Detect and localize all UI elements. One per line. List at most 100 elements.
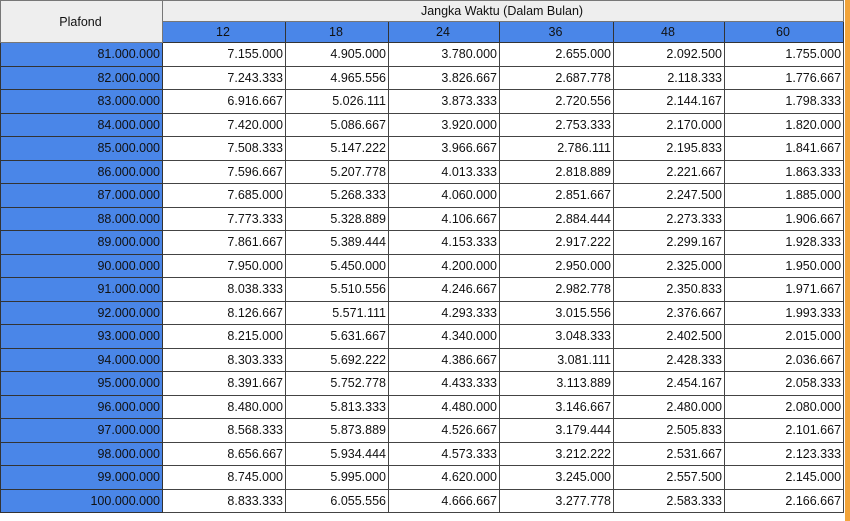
installment-cell: 2.015.000 [723, 324, 845, 349]
installment-cell: 4.620.000 [388, 465, 500, 490]
installment-cell: 8.745.000 [162, 465, 286, 490]
table-row: 98.000.000 8.656.667 5.934.444 4.573.333 3.2… [0, 441, 845, 466]
installment-cell: 3.146.667 [499, 394, 614, 419]
installment-cell: 2.058.333 [723, 371, 845, 396]
installment-cell: 3.966.667 [388, 136, 500, 161]
installment-cell: 2.818.889 [499, 159, 614, 184]
installment-cell: 5.147.222 [285, 136, 389, 161]
installment-cell: 3.081.111 [499, 347, 614, 372]
installment-cell: 7.508.333 [162, 136, 286, 161]
installment-cell: 2.123.333 [723, 441, 845, 466]
term-header-60: 60 [723, 21, 845, 43]
plafond-cell: 84.000.000 [0, 112, 163, 137]
installment-cell: 7.861.667 [162, 230, 286, 255]
installment-cell: 4.573.333 [388, 441, 500, 466]
table-row: 83.000.000 6.916.667 5.026.111 3.873.333 2.7… [0, 89, 845, 114]
plafond-cell: 97.000.000 [0, 418, 163, 443]
installment-cell: 2.917.222 [499, 230, 614, 255]
installment-cell: 2.655.000 [499, 42, 614, 67]
installment-cell: 8.038.333 [162, 277, 286, 302]
installment-cell: 2.786.111 [499, 136, 614, 161]
table-row: 81.000.000 7.155.000 4.905.000 3.780.000 2.6… [0, 42, 845, 67]
installment-cell: 2.080.000 [723, 394, 845, 419]
term-header-12: 12 [162, 21, 286, 43]
installment-cell: 5.086.667 [285, 112, 389, 137]
installment-cell: 7.685.000 [162, 183, 286, 208]
installment-cell: 3.015.556 [499, 300, 614, 325]
installment-cell: 2.402.500 [613, 324, 725, 349]
plafond-header: Plafond [0, 0, 163, 43]
plafond-cell: 99.000.000 [0, 465, 163, 490]
installment-cell: 4.386.667 [388, 347, 500, 372]
table-row: 96.000.000 8.480.000 5.813.333 4.480.000 3.1… [0, 394, 845, 419]
installment-cell: 2.753.333 [499, 112, 614, 137]
table-row: 87.000.000 7.685.000 5.268.333 4.060.000 2.8… [0, 183, 845, 208]
installment-cell: 1.906.667 [723, 206, 845, 231]
plafond-cell: 94.000.000 [0, 347, 163, 372]
installment-cell: 2.092.500 [613, 42, 725, 67]
table-row: 89.000.000 7.861.667 5.389.444 4.153.333 2.9… [0, 230, 845, 255]
term-header-18: 18 [285, 21, 389, 43]
header-row-top: Plafond Jangka Waktu (Dalam Bulan) [0, 0, 845, 43]
plafond-cell: 92.000.000 [0, 300, 163, 325]
installment-cell: 1.755.000 [723, 42, 845, 67]
installment-cell: 3.780.000 [388, 42, 500, 67]
installment-cell: 7.420.000 [162, 112, 286, 137]
installment-cell: 8.391.667 [162, 371, 286, 396]
installment-cell: 7.596.667 [162, 159, 286, 184]
installment-cell: 4.200.000 [388, 253, 500, 278]
table-row: 82.000.000 7.243.333 4.965.556 3.826.667 2.6… [0, 65, 845, 90]
installment-cell: 2.480.000 [613, 394, 725, 419]
installment-cell: 4.340.000 [388, 324, 500, 349]
plafond-cell: 81.000.000 [0, 42, 163, 67]
installment-cell: 2.101.667 [723, 418, 845, 443]
installment-cell: 1.776.667 [723, 65, 845, 90]
installment-cell: 2.145.000 [723, 465, 845, 490]
installment-cell: 8.833.333 [162, 488, 286, 513]
installment-cell: 1.798.333 [723, 89, 845, 114]
installment-cell: 3.245.000 [499, 465, 614, 490]
plafond-cell: 91.000.000 [0, 277, 163, 302]
plafond-cell: 82.000.000 [0, 65, 163, 90]
installment-cell: 3.277.778 [499, 488, 614, 513]
jangka-waktu-header: Jangka Waktu (Dalam Bulan) [161, 0, 845, 22]
installment-cell: 4.666.667 [388, 488, 500, 513]
installment-cell: 4.060.000 [388, 183, 500, 208]
installment-cell: 2.118.333 [613, 65, 725, 90]
installment-cell: 2.299.167 [613, 230, 725, 255]
installment-cell: 5.692.222 [285, 347, 389, 372]
installment-cell: 2.221.667 [613, 159, 725, 184]
installment-cell: 8.656.667 [162, 441, 286, 466]
installment-cell: 2.950.000 [499, 253, 614, 278]
plafond-cell: 95.000.000 [0, 371, 163, 396]
installment-cell: 1.863.333 [723, 159, 845, 184]
plafond-cell: 98.000.000 [0, 441, 163, 466]
installment-cell: 5.389.444 [285, 230, 389, 255]
installment-cell: 4.293.333 [388, 300, 500, 325]
table-row: 85.000.000 7.508.333 5.147.222 3.966.667 2.7… [0, 136, 845, 161]
installment-cell: 2.531.667 [613, 441, 725, 466]
installment-cell: 8.215.000 [162, 324, 286, 349]
installment-cell: 3.113.889 [499, 371, 614, 396]
plafond-cell: 96.000.000 [0, 394, 163, 419]
table-row: 95.000.000 8.391.667 5.752.778 4.433.333 3.1… [0, 371, 845, 396]
table-row: 91.000.000 8.038.333 5.510.556 4.246.667 2.9… [0, 277, 845, 302]
installment-cell: 5.752.778 [285, 371, 389, 396]
installment-cell: 1.993.333 [723, 300, 845, 325]
installment-cell: 7.243.333 [162, 65, 286, 90]
installment-cell: 6.916.667 [162, 89, 286, 114]
installment-table: Plafond Jangka Waktu (Dalam Bulan) 12 18… [0, 0, 845, 513]
installment-cell: 2.583.333 [613, 488, 725, 513]
plafond-cell: 87.000.000 [0, 183, 163, 208]
installment-cell: 7.950.000 [162, 253, 286, 278]
installment-cell: 2.170.000 [613, 112, 725, 137]
installment-cell: 2.036.667 [723, 347, 845, 372]
term-header-row: 12 18 24 36 48 60 [1, 21, 845, 43]
installment-cell: 4.526.667 [388, 418, 500, 443]
table-row: 90.000.000 7.950.000 5.450.000 4.200.000 2.9… [0, 253, 845, 278]
installment-cell: 5.631.667 [285, 324, 389, 349]
installment-cell: 1.841.667 [723, 136, 845, 161]
installment-cell: 5.328.889 [285, 206, 389, 231]
table-row: 88.000.000 7.773.333 5.328.889 4.106.667 2.8… [0, 206, 845, 231]
